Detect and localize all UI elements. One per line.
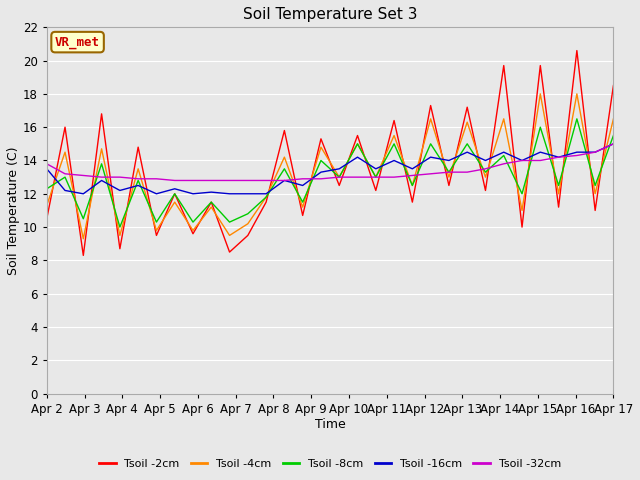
- Title: Soil Temperature Set 3: Soil Temperature Set 3: [243, 7, 417, 22]
- X-axis label: Time: Time: [315, 419, 346, 432]
- Y-axis label: Soil Temperature (C): Soil Temperature (C): [7, 146, 20, 275]
- Legend: Tsoil -2cm, Tsoil -4cm, Tsoil -8cm, Tsoil -16cm, Tsoil -32cm: Tsoil -2cm, Tsoil -4cm, Tsoil -8cm, Tsoi…: [95, 454, 566, 473]
- Text: VR_met: VR_met: [55, 36, 100, 48]
